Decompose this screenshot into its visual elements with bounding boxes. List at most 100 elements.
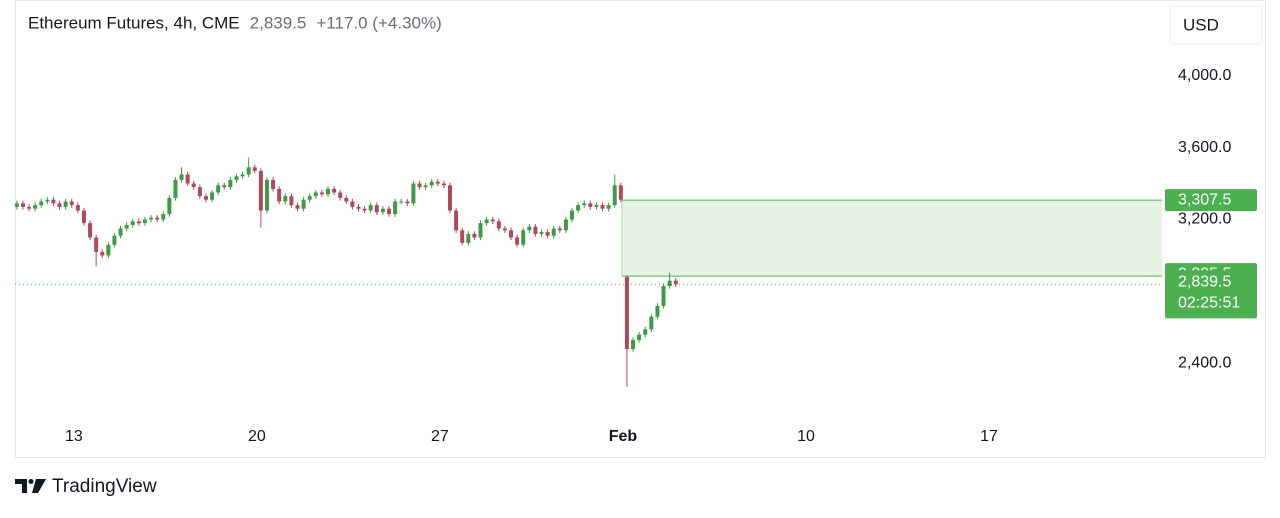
candle-body	[509, 230, 514, 238]
candle-body	[527, 226, 532, 231]
x-tick-label: 20	[248, 428, 266, 445]
candle-body	[216, 185, 221, 193]
candle-body	[429, 181, 434, 186]
candle-body	[618, 185, 623, 200]
candle-body	[277, 188, 282, 202]
candle-body	[563, 219, 568, 231]
candle-body	[234, 176, 239, 180]
candle-body	[521, 230, 526, 245]
candle-body	[606, 205, 611, 209]
candle-body	[14, 203, 19, 207]
candle-body	[637, 334, 642, 341]
candle-body	[411, 183, 416, 204]
candle-body	[338, 192, 343, 198]
candle-body	[576, 205, 581, 211]
candle-body	[661, 286, 666, 306]
candle-body	[405, 201, 410, 204]
candle-body	[356, 206, 361, 209]
candle-body	[118, 228, 123, 236]
candle-body	[271, 179, 276, 189]
target-zone	[621, 200, 1162, 277]
candle-body	[332, 188, 337, 193]
candle-body	[149, 217, 154, 220]
candle-body	[106, 244, 111, 256]
candle-body	[57, 203, 62, 207]
candle-body	[484, 219, 489, 224]
candle-body	[380, 208, 385, 213]
candle-body	[594, 205, 599, 207]
axes: 2,400.0 3,200.0 3,600.0 4,000.0 13 20 27 Feb 10 1…	[65, 67, 1257, 445]
x-tick-label: Feb	[609, 428, 638, 445]
candle-body	[307, 196, 312, 200]
candle-body	[667, 280, 672, 287]
candle-body	[191, 183, 196, 188]
candle-body	[374, 205, 379, 213]
candle-body	[179, 174, 184, 180]
candle-body	[362, 208, 367, 211]
last-price-badge	[1165, 270, 1257, 319]
candle-body	[515, 237, 520, 245]
candle-body	[27, 206, 32, 209]
currency-button[interactable]	[1169, 5, 1263, 45]
countdown: 02:25:51	[1178, 295, 1240, 312]
currency[interactable]: USD	[1183, 15, 1219, 34]
candle-body	[94, 237, 99, 252]
candle-body	[185, 174, 190, 184]
candle-body	[69, 201, 74, 206]
candle-body	[51, 199, 56, 204]
chart-frame	[15, 0, 1266, 458]
candle-body	[423, 185, 428, 188]
candle-body	[210, 192, 215, 200]
candle-body	[264, 179, 269, 211]
zone-top-badge	[1165, 189, 1257, 212]
candle-body	[130, 221, 135, 225]
plot-background	[15, 199, 1162, 285]
candle-body	[478, 223, 483, 238]
candle-body	[417, 183, 422, 188]
candle-body	[112, 235, 117, 245]
candle-body	[435, 181, 440, 184]
candle-body	[75, 205, 80, 211]
candle-body	[448, 185, 453, 211]
candle-body	[460, 230, 465, 243]
candle-body	[393, 201, 398, 215]
candle-body	[368, 205, 373, 211]
brand-logo	[15, 479, 46, 493]
candle-body	[570, 210, 575, 220]
candle-body	[386, 208, 391, 215]
candle-body	[283, 196, 288, 202]
candle-body	[533, 226, 538, 234]
candle-body	[124, 224, 129, 229]
candle-body	[20, 203, 25, 207]
candle-body	[344, 197, 349, 202]
candle-body	[454, 210, 459, 231]
candle-body	[81, 210, 86, 224]
candle-body	[173, 179, 178, 198]
chart-title: Ethereum Futures, 4h, CME	[28, 13, 240, 32]
candle-body	[155, 217, 160, 220]
candle-body	[466, 233, 471, 243]
candle-body	[88, 223, 93, 238]
last-price-label: 2,839.5	[1178, 274, 1231, 291]
candle-body	[600, 205, 605, 209]
candle-body	[441, 183, 446, 186]
last-price: 2,839.5	[250, 13, 307, 32]
x-tick-label: 27	[431, 428, 449, 445]
x-tick-label: 17	[980, 428, 998, 445]
candle-body	[472, 233, 477, 238]
candles	[14, 157, 678, 387]
candle-body	[39, 201, 44, 206]
candle-body	[502, 228, 507, 231]
candle-body	[313, 192, 318, 197]
candle-body	[490, 219, 495, 222]
candle-body	[63, 201, 68, 207]
candle-body	[167, 197, 172, 215]
brand-name: TradingView	[52, 476, 157, 497]
candle-body	[203, 196, 208, 200]
candle-body	[252, 167, 257, 171]
candle-body	[33, 205, 38, 209]
x-tick-label: 10	[797, 428, 815, 445]
candle-body	[289, 196, 294, 206]
